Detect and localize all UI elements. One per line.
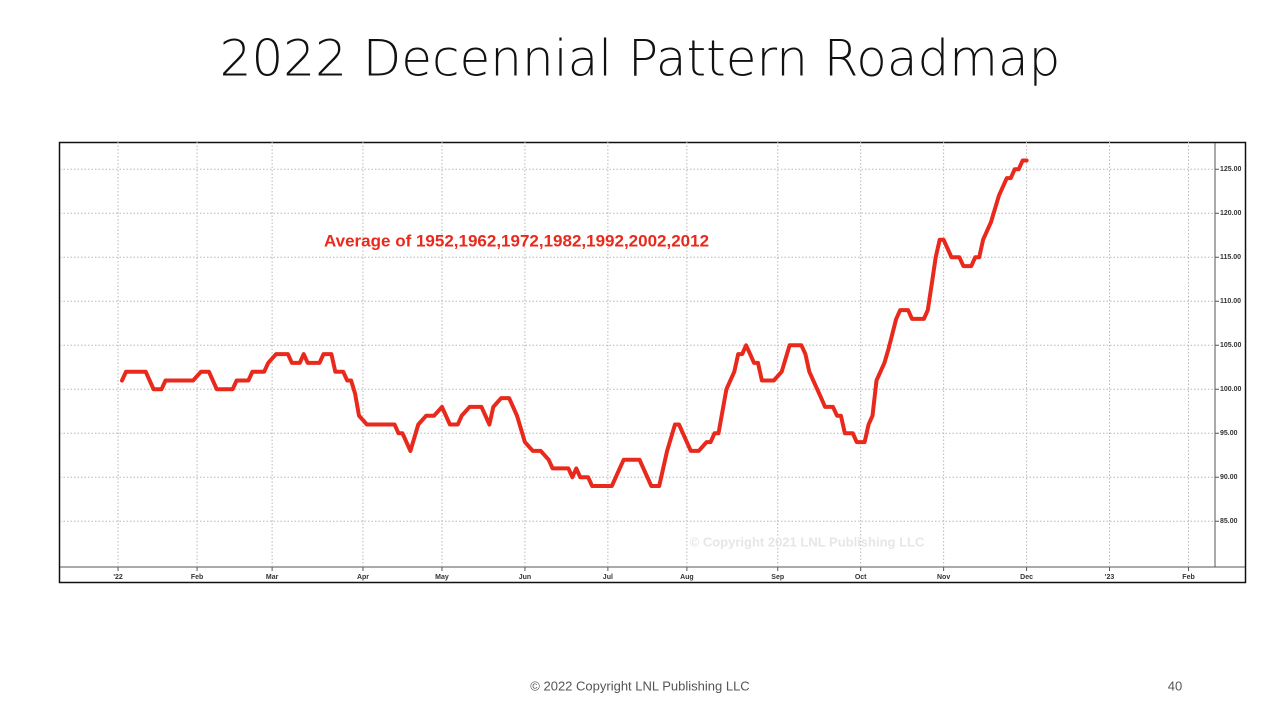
footer: © 2022 Copyright LNL Publishing LLC xyxy=(530,678,749,693)
x-tick-label: Mar xyxy=(266,574,279,581)
slide-title: 2022 Decennial Pattern Roadmap xyxy=(220,30,1061,88)
page-number: 40 xyxy=(1168,678,1182,693)
x-tick-label: '23 xyxy=(1105,574,1115,581)
data-line xyxy=(120,158,1029,488)
x-tick-label: '22 xyxy=(113,574,123,581)
chart-frame xyxy=(58,141,1247,584)
x-tick-label: Jul xyxy=(603,574,613,581)
x-tick-label: Feb xyxy=(1182,574,1194,581)
x-tick-label: Oct xyxy=(855,574,867,581)
y-tick-label: 110.00 xyxy=(1220,298,1241,305)
y-tick-label: 115.00 xyxy=(1220,254,1241,261)
annotation: Average of 1952,1962,1972,1982,1992,2002… xyxy=(324,231,709,250)
y-tick-label: 95.00 xyxy=(1220,430,1238,437)
x-tick-label: Nov xyxy=(937,574,950,581)
y-tick-label: 105.00 xyxy=(1220,342,1242,349)
y-tick-label: 100.00 xyxy=(1220,386,1242,393)
y-tick-label: 120.00 xyxy=(1220,210,1242,217)
y-tick-label: 85.00 xyxy=(1220,518,1238,525)
x-tick-label: May xyxy=(435,574,449,581)
y-tick-label: 125.00 xyxy=(1220,166,1242,173)
y-tick-label: 90.00 xyxy=(1220,474,1238,481)
x-tick-label: Aug xyxy=(680,574,694,581)
x-tick-label: Feb xyxy=(191,574,203,581)
x-tick-label: Apr xyxy=(357,574,369,581)
x-tick-label: Jun xyxy=(519,574,531,581)
watermark: © Copyright 2021 LNL Publishing LLC xyxy=(690,534,925,549)
x-tick-label: Sep xyxy=(771,574,784,581)
x-tick-label: Dec xyxy=(1020,574,1033,581)
